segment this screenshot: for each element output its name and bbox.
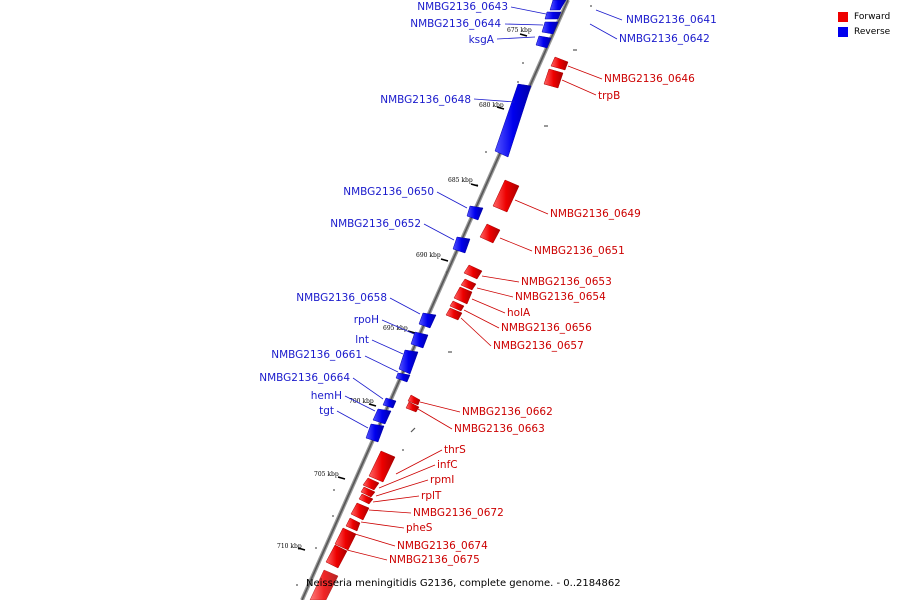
gene-box-forward[interactable] [309, 569, 339, 600]
gene-label[interactable]: NMBG2136_0642 [619, 33, 710, 45]
tick-label: 685 kbp [448, 177, 473, 184]
gene-box-forward[interactable] [543, 68, 564, 89]
gene-label[interactable]: NMBG2136_0649 [550, 208, 641, 220]
gene-box-forward[interactable] [350, 502, 370, 521]
gene-label[interactable]: NMBG2136_0675 [389, 554, 480, 566]
gene-label[interactable]: lnt [355, 334, 369, 346]
gene-box-forward[interactable] [325, 544, 348, 569]
gene-box-forward[interactable] [550, 56, 569, 71]
gene-label[interactable]: NMBG2136_0652 [330, 218, 421, 230]
legend-reverse-label: Reverse [854, 26, 891, 37]
gene-box-forward[interactable] [405, 401, 420, 413]
gene-box-forward[interactable] [492, 179, 520, 213]
gene-label[interactable]: NMBG2136_0657 [493, 340, 584, 352]
gene-box-reverse[interactable] [541, 21, 559, 35]
gene-box-reverse[interactable] [549, 0, 567, 11]
tick-label: 705 kbp [314, 471, 339, 478]
gene-label[interactable]: NMBG2136_0653 [521, 276, 612, 288]
gene-box-forward[interactable] [479, 223, 501, 244]
gene-label[interactable]: rpmI [430, 474, 454, 486]
reverse-swatch-icon [838, 26, 848, 37]
gene-label[interactable]: hemH [311, 390, 342, 402]
gene-label[interactable]: NMBG2136_0658 [296, 292, 387, 304]
gene-label[interactable]: tgt [319, 405, 334, 417]
gene-box-forward[interactable] [407, 394, 421, 406]
forward-leader-lines [346, 65, 603, 561]
gene-label[interactable]: holA [507, 307, 531, 319]
tick-label: 675 kbp [507, 27, 532, 34]
gene-box-reverse[interactable] [365, 423, 385, 443]
gene-label[interactable]: NMBG2136_0648 [380, 94, 471, 106]
gene-label[interactable]: NMBG2136_0650 [343, 186, 434, 198]
gene-box-forward[interactable] [453, 286, 473, 305]
gene-label[interactable]: NMBG2136_0651 [534, 245, 625, 257]
gene-box-reverse[interactable] [452, 236, 471, 254]
gene-box-forward[interactable] [345, 517, 361, 532]
gene-label[interactable]: ksgA [469, 34, 495, 46]
gene-box-reverse[interactable] [494, 83, 532, 158]
gene-label[interactable]: NMBG2136_0643 [417, 1, 508, 13]
tick-label: 700 kbp [349, 398, 374, 405]
reverse-leader-lines [336, 6, 623, 429]
gene-box-reverse[interactable] [382, 397, 397, 409]
tick-label: 690 kbp [416, 252, 441, 259]
gene-label[interactable]: NMBG2136_0664 [259, 372, 350, 384]
gene-label[interactable]: NMBG2136_0641 [626, 14, 717, 26]
gene-label[interactable]: pheS [406, 522, 433, 534]
reverse-gene-labels: NMBG2136_0643 NMBG2136_0644 ksgA NMBG213… [259, 1, 717, 417]
gene-label[interactable]: NMBG2136_0656 [501, 322, 592, 334]
gene-label[interactable]: thrS [444, 444, 466, 456]
legend-forward-label: Forward [854, 11, 891, 22]
major-ticks: 675 kbp 680 kbp 685 kbp 690 kbp 695 kbp … [277, 27, 532, 551]
gene-box-reverse[interactable] [395, 372, 411, 383]
gene-box-reverse[interactable] [466, 205, 484, 221]
gene-box-forward[interactable] [460, 278, 477, 291]
gene-label[interactable]: NMBG2136_0646 [604, 73, 695, 85]
tick-label: 680 kbp [479, 102, 504, 109]
reverse-genes [365, 0, 567, 443]
forward-swatch-icon [838, 11, 848, 22]
tick-label: 695 kbp [383, 325, 408, 332]
gene-box-forward[interactable] [362, 477, 380, 491]
gene-label[interactable]: NMBG2136_0674 [397, 540, 488, 552]
gene-box-reverse[interactable] [418, 312, 437, 329]
gene-label[interactable]: rplT [421, 490, 442, 502]
tick-label: 710 kbp [277, 543, 302, 550]
legend-reverse: Reverse [838, 24, 890, 39]
minor-tick-marks [296, 5, 592, 586]
gene-box-forward[interactable] [360, 486, 376, 498]
gene-box-reverse[interactable] [398, 349, 419, 375]
genome-caption: Neisseria meningitidis G2136, complete g… [306, 578, 621, 589]
legend-forward: Forward [838, 9, 890, 24]
gene-label[interactable]: NMBG2136_0663 [454, 423, 545, 435]
gene-label[interactable]: NMBG2136_0662 [462, 406, 553, 418]
gene-box-forward[interactable] [358, 493, 374, 505]
gene-label[interactable]: rpoH [354, 314, 379, 326]
gene-label[interactable]: NMBG2136_0654 [515, 291, 606, 303]
gene-box-reverse[interactable] [410, 331, 429, 349]
gene-box-reverse[interactable] [535, 35, 552, 49]
gene-box-forward[interactable] [368, 450, 396, 483]
gene-box-forward[interactable] [449, 300, 465, 312]
gene-label[interactable]: NMBG2136_0661 [271, 349, 362, 361]
forward-gene-labels: NMBG2136_0646 trpB NMBG2136_0649 NMBG213… [389, 73, 695, 566]
gene-label[interactable]: infC [437, 459, 458, 471]
gene-label[interactable]: trpB [598, 90, 620, 102]
gene-label[interactable]: NMBG2136_0644 [410, 18, 501, 30]
gene-box-reverse[interactable] [544, 11, 562, 20]
gene-box-forward[interactable] [463, 264, 483, 280]
gene-box-forward[interactable] [445, 307, 463, 321]
gene-label[interactable]: NMBG2136_0672 [413, 507, 504, 519]
gene-box-reverse[interactable] [372, 408, 392, 425]
legend: Forward Reverse [838, 9, 890, 39]
forward-genes [309, 56, 569, 600]
